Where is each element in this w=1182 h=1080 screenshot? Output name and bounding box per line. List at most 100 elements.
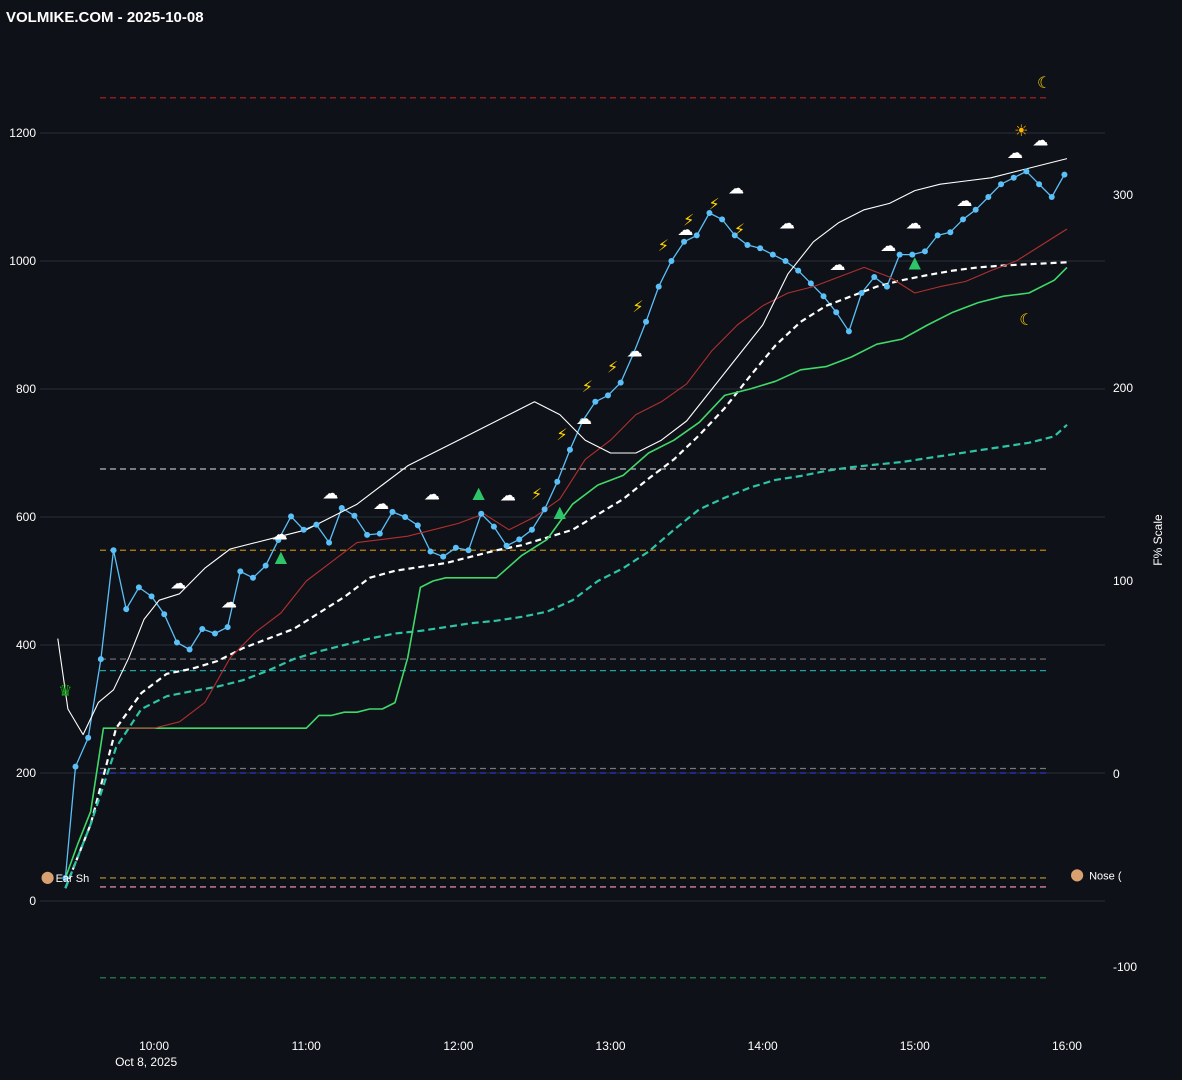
data-point [554, 478, 561, 485]
y-tick-label: 0 [29, 894, 36, 908]
data-point [110, 547, 117, 554]
y2-tick-label: 200 [1113, 381, 1133, 395]
data-point [706, 210, 713, 216]
data-point [351, 512, 358, 519]
data-point [148, 593, 155, 600]
data-point [85, 734, 92, 741]
series-points [62, 168, 1068, 881]
y-tick-label: 600 [16, 510, 36, 524]
annotation-label: Ear Sh [56, 873, 90, 885]
triangle-icon: ▲ [909, 252, 922, 271]
data-point [503, 542, 510, 549]
x-tick-label: 13:00 [596, 1039, 626, 1053]
data-point [896, 251, 903, 258]
data-point [300, 526, 307, 533]
data-point [338, 505, 345, 512]
data-point [440, 553, 447, 560]
data-point [757, 245, 764, 252]
series-line [64, 423, 1068, 889]
cloud-icon: ☁ [830, 255, 846, 274]
lightning-icon: ⚡ [658, 236, 669, 255]
lightning-icon: ⚡ [607, 358, 618, 377]
data-point [643, 318, 650, 325]
lightning-icon: ⚡ [531, 484, 542, 503]
annotation-marker-icon: ● [1070, 864, 1084, 883]
y-tick-label: 800 [16, 382, 36, 396]
triangle-icon: ▲ [554, 502, 567, 521]
data-point [541, 506, 548, 513]
data-point [326, 539, 333, 546]
data-point [1010, 174, 1017, 181]
series-line [57, 158, 1068, 736]
emoji-markers: ☁☁☁☁☁☁ ☁☁☁☁☁☁☁☁☁☁☁☁⚡⚡⚡⚡⚡⚡⚡⚡⚡☀☾☾♛▲▲▲▲Ear S… [41, 73, 1122, 886]
data-point [173, 639, 180, 646]
cloud-icon: ☁ [170, 573, 186, 592]
data-point [972, 206, 979, 213]
data-point [998, 181, 1005, 188]
data-point [427, 548, 434, 555]
series-line [64, 266, 1068, 879]
cloud-icon: ☁ [373, 494, 389, 513]
lightning-icon: ⚡ [734, 220, 745, 239]
data-point [376, 530, 383, 537]
y-tick-label: 1000 [9, 254, 36, 268]
data-point [1036, 181, 1043, 188]
reference-lines [100, 97, 1048, 979]
cloud-icon: ☁ [576, 409, 592, 428]
data-point [452, 544, 459, 551]
data-point [123, 606, 130, 613]
lightning-icon: ⚡ [632, 297, 643, 316]
y2-axis-label: F% Scale [1151, 514, 1165, 566]
x-tick-label: 11:00 [292, 1039, 321, 1053]
data-point [769, 251, 776, 258]
cloud-icon: ☁ [956, 191, 972, 210]
data-point [681, 238, 688, 245]
lightning-icon: ⚡ [708, 194, 719, 213]
cloud-icon: ☁ [424, 484, 440, 503]
data-point [528, 526, 535, 533]
data-point [186, 646, 193, 653]
series-lines [57, 158, 1068, 889]
cloud-icon: ☁ [1007, 143, 1023, 162]
sun-icon: ☀ [1014, 121, 1028, 140]
data-point [288, 513, 295, 520]
triangle-icon: ▲ [473, 483, 486, 502]
data-point [934, 232, 941, 239]
data-point [668, 258, 675, 264]
data-point [871, 274, 878, 280]
data-point [566, 446, 573, 453]
x-tick-label: 14:00 [748, 1039, 778, 1053]
y2-tick-label: 100 [1113, 574, 1133, 588]
triangle-icon: ▲ [275, 547, 288, 566]
series-line [64, 261, 1068, 889]
data-point [224, 624, 231, 631]
data-point [807, 280, 814, 287]
data-point [693, 232, 700, 239]
data-point [516, 536, 523, 543]
cloud-icon: ☁ [322, 484, 338, 503]
data-point [655, 283, 662, 290]
y-tick-label: 400 [16, 638, 36, 652]
chart-title: VOLMIKE.COM - 2025-10-08 [6, 9, 204, 26]
data-point [313, 521, 320, 528]
data-point [719, 216, 726, 223]
data-point [490, 523, 497, 530]
y2-tick-label: 300 [1113, 188, 1133, 202]
data-point [161, 611, 168, 618]
y2-tick-label: 0 [1113, 767, 1120, 781]
data-point [617, 379, 624, 386]
cloud-icon: ☁ [627, 342, 643, 361]
cloud-icon: ☁ [728, 178, 744, 197]
data-point [858, 290, 865, 296]
annotation-marker-icon: ● [41, 867, 55, 886]
data-point [1023, 168, 1030, 175]
data-point [605, 392, 611, 399]
lightning-icon: ⚡ [556, 425, 567, 444]
cloud-icon: ☁ [906, 214, 922, 233]
crown-icon: ♛ [58, 681, 72, 700]
data-point [744, 242, 751, 248]
data-point [262, 562, 269, 569]
x-tick-label: 10:00 [139, 1039, 169, 1053]
data-point [1048, 194, 1055, 200]
